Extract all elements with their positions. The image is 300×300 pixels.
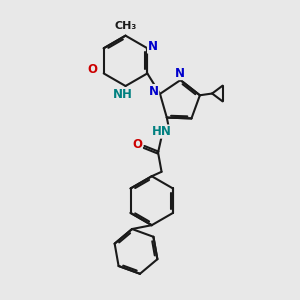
Text: HN: HN <box>152 125 172 138</box>
Text: N: N <box>148 40 158 53</box>
Text: O: O <box>132 138 142 151</box>
Text: N: N <box>149 85 159 98</box>
Text: O: O <box>88 63 98 76</box>
Text: CH₃: CH₃ <box>114 21 136 31</box>
Text: N: N <box>175 67 185 80</box>
Text: NH: NH <box>113 88 133 101</box>
